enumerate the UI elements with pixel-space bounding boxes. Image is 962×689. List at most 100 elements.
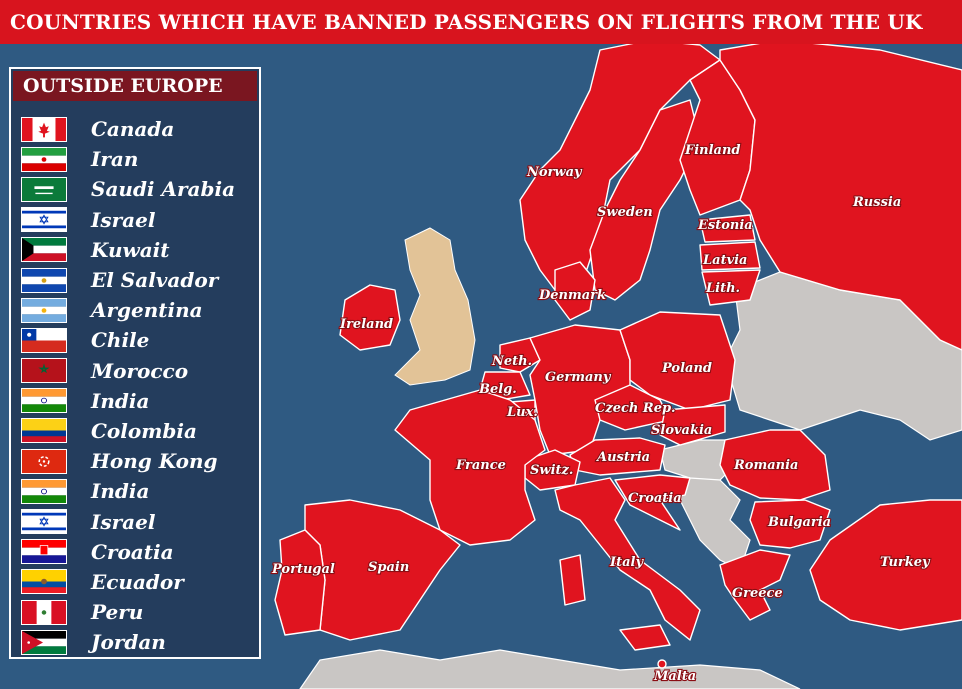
label-latvia: Latvia (702, 253, 747, 268)
label-estonia: Estonia (697, 218, 753, 233)
label-malta: Malta (653, 669, 696, 684)
north-africa-land (299, 649, 801, 689)
el-salvador-flag-icon (21, 267, 67, 293)
label-croatia: Croatia (628, 491, 682, 506)
label-portugal: Portugal (271, 562, 335, 577)
israel-flag-icon (21, 207, 67, 233)
estonia-shape (699, 214, 756, 243)
legend-label: Canada (91, 117, 175, 142)
legend-label: Chile (91, 328, 150, 353)
label-france: France (455, 458, 506, 473)
label-lith: Lith. (705, 281, 740, 296)
legend-label: India (91, 388, 150, 413)
germany-shape (529, 324, 631, 456)
legend-item: Colombia (21, 416, 235, 446)
legend-label: Kuwait (91, 237, 170, 262)
legend-item: Croatia (21, 537, 235, 567)
israel-flag-icon (21, 509, 67, 535)
legend-item: Canada (21, 114, 235, 144)
legend-label: Peru (91, 600, 144, 625)
morocco-flag-icon (21, 358, 67, 384)
hong-kong-flag-icon (21, 448, 67, 474)
lithuania-shape (701, 269, 761, 306)
label-spain: Spain (368, 560, 409, 575)
austria-shape (569, 437, 666, 476)
india-flag-icon (21, 478, 67, 504)
sardinia-shape (559, 554, 586, 606)
portugal-shape (274, 529, 326, 636)
peru-flag-icon (21, 599, 67, 625)
legend-label: Saudi Arabia (91, 177, 236, 202)
croatia-shape (614, 474, 691, 531)
page-title: COUNTRIES WHICH HAVE BANNED PASSENGERS O… (10, 10, 923, 34)
label-lux: Lux. (506, 405, 538, 420)
legend-item: Kuwait (21, 235, 235, 265)
label-belg: Belg. (478, 382, 517, 397)
legend-label: India (91, 479, 150, 504)
label-slovakia: Slovakia (651, 423, 712, 438)
saudi-arabia-flag-icon (21, 176, 67, 202)
canada-flag-icon (21, 116, 67, 142)
legend-item: Argentina (21, 295, 235, 325)
label-turkey: Turkey (880, 555, 931, 570)
label-finland: Finland (684, 143, 741, 158)
legend-item: India (21, 386, 235, 416)
legend-label: Israel (91, 509, 156, 534)
uk-shape (394, 227, 476, 386)
legend-item: El Salvador (21, 265, 235, 295)
latvia-shape (699, 241, 761, 271)
ecuador-flag-icon (21, 569, 67, 595)
colombia-flag-icon (21, 418, 67, 444)
label-greece: Greece (732, 586, 783, 601)
legend-item: Jordan (21, 627, 235, 657)
label-germany: Germany (545, 370, 612, 385)
label-poland: Poland (661, 361, 712, 376)
label-romania: Romania (733, 458, 798, 473)
legend-panel: OUTSIDE EUROPE Canada Iran Saudi Arabia … (9, 67, 261, 659)
label-denmark: Denmark (538, 288, 606, 303)
label-sweden: Sweden (597, 205, 653, 220)
chile-flag-icon (21, 327, 67, 353)
croatia-flag-icon (21, 539, 67, 565)
label-austria: Austria (595, 450, 650, 465)
russia-shape (719, 39, 962, 351)
label-bulgaria: Bulgaria (767, 515, 831, 530)
greece-shape (719, 549, 791, 621)
legend-label: Israel (91, 207, 156, 232)
poland-shape (619, 311, 736, 411)
netherlands-shape (499, 337, 541, 373)
legend-label: El Salvador (91, 268, 219, 293)
label-neth: Neth. (491, 354, 532, 369)
kuwait-flag-icon (21, 237, 67, 263)
denmark-shape (554, 261, 596, 321)
legend-label: Iran (91, 147, 139, 172)
ireland-shape (339, 284, 401, 351)
legend-header: OUTSIDE EUROPE (13, 71, 257, 101)
label-ireland: Ireland (339, 317, 393, 332)
legend-item: Israel (21, 506, 235, 536)
legend-item: Saudi Arabia (21, 174, 235, 204)
legend-label: Croatia (91, 539, 174, 564)
argentina-flag-icon (21, 297, 67, 323)
legend-item: India (21, 476, 235, 506)
slovakia-shape (659, 404, 726, 446)
legend-item: Hong Kong (21, 446, 235, 476)
turkey-shape (809, 499, 962, 631)
label-russia: Russia (852, 195, 901, 210)
belgium-shape (479, 371, 531, 401)
label-switz: Switz. (530, 463, 573, 478)
iran-flag-icon (21, 146, 67, 172)
legend-label: Jordan (91, 630, 166, 655)
legend-item: Peru (21, 597, 235, 627)
label-italy: Italy (609, 555, 644, 570)
bulgaria-shape (749, 499, 831, 549)
legend-item: Iran (21, 144, 235, 174)
legend-item: Morocco (21, 356, 235, 386)
legend-label: Colombia (91, 418, 197, 443)
label-norway: Norway (526, 165, 583, 180)
legend-item: Chile (21, 325, 235, 355)
romania-shape (719, 429, 831, 501)
india-flag-icon (21, 388, 67, 414)
